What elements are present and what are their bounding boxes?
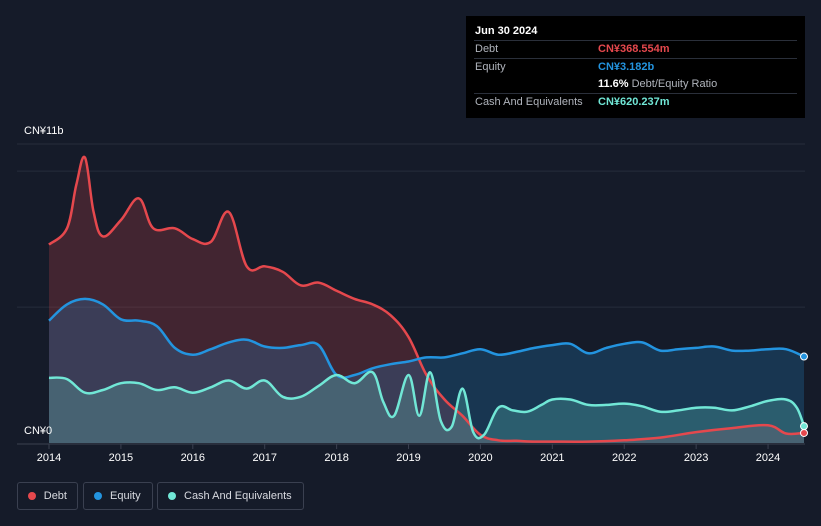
- legend-debt[interactable]: Debt: [17, 482, 78, 510]
- x-tick-label-2020: 2020: [468, 452, 492, 464]
- x-tick-label-2014: 2014: [37, 452, 61, 464]
- debt-endpoint: [800, 428, 808, 437]
- y-axis-top-label: CN¥11b: [24, 125, 64, 137]
- tooltip-row-ratio: 11.6% Debt/Equity Ratio: [474, 76, 797, 93]
- x-tick-label-2016: 2016: [181, 452, 205, 464]
- tooltip-debt-label: Debt: [475, 43, 499, 55]
- tooltip-date: Jun 30 2024: [475, 25, 538, 37]
- tooltip-ratio-label: Debt/Equity Ratio: [631, 78, 718, 90]
- legend-debt-label: Debt: [43, 490, 67, 502]
- legend-equity-label: Equity: [110, 490, 141, 502]
- debt-line: [48, 155, 805, 443]
- legend-cash[interactable]: Cash And Equivalents: [157, 482, 304, 510]
- x-tick-label-2024: 2024: [756, 452, 780, 464]
- tooltip-equity-label: Equity: [475, 61, 506, 73]
- debt-dot-icon: [28, 492, 36, 500]
- tooltip-cash-label: Cash And Equivalents: [475, 96, 583, 108]
- plot-background: [17, 144, 805, 444]
- x-tick-label-2021: 2021: [540, 452, 564, 464]
- x-tick-label-2023: 2023: [684, 452, 708, 464]
- tooltip-row-debt: Debt CN¥368.554m: [474, 40, 797, 58]
- cash-endpoint: [800, 422, 808, 431]
- legend-cash-label: Cash And Equivalents: [184, 490, 292, 502]
- y-axis-bottom-label: CN¥0: [24, 425, 53, 437]
- series-endpoints: [800, 352, 808, 437]
- x-tick-label-2019: 2019: [396, 452, 420, 464]
- tooltip-ratio-value: 11.6%: [598, 78, 629, 90]
- equity-dot-icon: [94, 492, 102, 500]
- cash-dot-icon: [168, 492, 176, 500]
- tooltip-equity-value: CN¥3.182b: [598, 61, 655, 73]
- tooltip-panel: Jun 30 2024 Debt CN¥368.554m Equity CN¥3…: [466, 16, 805, 118]
- x-tick-label-2022: 2022: [612, 452, 636, 464]
- debt-area: [49, 156, 804, 443]
- equity-line: [48, 297, 805, 379]
- cash-line: [48, 370, 806, 440]
- equity-endpoint: [800, 352, 808, 361]
- series-areas: [49, 156, 804, 443]
- tooltip-row-equity: Equity CN¥3.182b: [474, 58, 797, 76]
- tooltip-debt-value: CN¥368.554m: [598, 43, 670, 55]
- cash-area: [49, 371, 804, 443]
- series-lines: [48, 155, 806, 443]
- legend-equity[interactable]: Equity: [83, 482, 153, 510]
- x-tick-label-2017: 2017: [252, 452, 276, 464]
- x-axis-ticks: 2014 2015 2016 2017 2018 2019 2020 2021 2022 2023…: [37, 444, 780, 464]
- gridlines: [17, 143, 805, 308]
- tooltip-ratio-spacer: [474, 76, 598, 93]
- tooltip-row-cash: Cash And Equivalents CN¥620.237m: [474, 93, 797, 111]
- x-tick-label-2018: 2018: [324, 452, 348, 464]
- x-tick-label-2015: 2015: [109, 452, 133, 464]
- tooltip-cash-value: CN¥620.237m: [598, 96, 670, 108]
- equity-area: [49, 298, 804, 443]
